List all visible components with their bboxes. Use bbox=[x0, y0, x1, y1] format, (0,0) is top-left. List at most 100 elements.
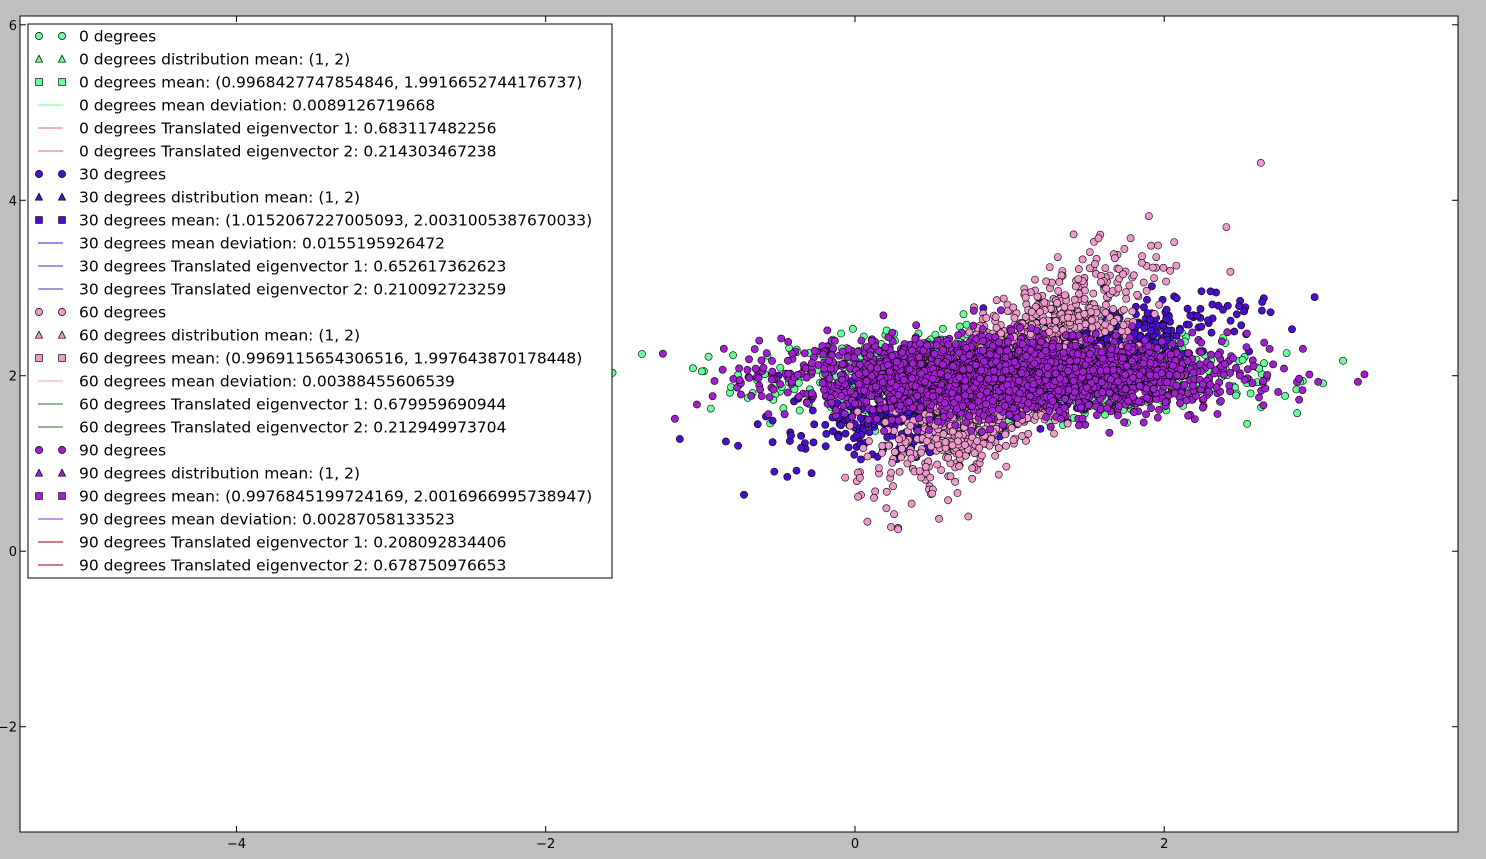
data-point bbox=[1172, 261, 1181, 270]
data-point bbox=[907, 499, 916, 508]
data-point bbox=[1091, 260, 1099, 268]
data-point bbox=[1243, 419, 1251, 428]
data-point bbox=[1232, 391, 1240, 400]
data-point bbox=[1217, 337, 1226, 346]
data-point bbox=[638, 350, 646, 358]
data-point bbox=[1080, 294, 1089, 303]
data-point bbox=[1266, 308, 1275, 317]
data-point bbox=[889, 482, 897, 491]
data-point bbox=[1101, 327, 1109, 336]
data-point bbox=[810, 420, 819, 429]
data-point bbox=[968, 474, 977, 483]
data-point bbox=[913, 426, 922, 435]
data-point bbox=[878, 448, 886, 457]
data-point bbox=[852, 431, 861, 440]
data-point bbox=[863, 517, 872, 526]
data-point bbox=[1002, 462, 1011, 471]
data-point bbox=[729, 351, 737, 360]
data-point bbox=[1155, 405, 1163, 414]
data-point bbox=[1031, 275, 1039, 284]
data-point bbox=[1230, 327, 1239, 336]
data-point bbox=[1009, 436, 1018, 444]
data-point bbox=[1081, 320, 1090, 329]
data-point bbox=[1154, 241, 1162, 250]
data-point bbox=[829, 427, 837, 436]
data-point bbox=[1232, 310, 1241, 319]
data-point bbox=[1172, 294, 1181, 303]
data-point bbox=[698, 367, 706, 376]
data-point bbox=[1240, 307, 1248, 316]
data-point bbox=[834, 433, 843, 442]
data-point bbox=[844, 443, 853, 452]
data-point bbox=[1147, 326, 1155, 335]
data-point bbox=[1280, 364, 1288, 373]
data-point bbox=[903, 459, 912, 468]
data-point bbox=[907, 454, 916, 463]
data-point bbox=[1139, 278, 1148, 287]
data-point bbox=[871, 487, 880, 496]
data-point bbox=[841, 429, 850, 438]
data-point bbox=[1145, 212, 1153, 220]
data-point bbox=[1226, 267, 1235, 276]
data-point bbox=[1150, 274, 1158, 282]
data-point bbox=[1162, 305, 1171, 314]
data-point bbox=[1143, 309, 1152, 318]
data-point bbox=[882, 487, 891, 496]
data-points bbox=[556, 158, 1369, 534]
data-point bbox=[1186, 311, 1195, 320]
data-point bbox=[870, 493, 878, 502]
data-point bbox=[1053, 299, 1061, 307]
data-point bbox=[1159, 263, 1168, 272]
data-point bbox=[821, 442, 830, 451]
data-point bbox=[743, 365, 752, 374]
data-point bbox=[848, 412, 857, 421]
data-point bbox=[894, 525, 902, 534]
data-point bbox=[939, 324, 947, 333]
data-point bbox=[1238, 355, 1247, 364]
data-point bbox=[856, 473, 864, 482]
data-point bbox=[1109, 305, 1118, 313]
data-point bbox=[1070, 295, 1079, 304]
data-point bbox=[944, 453, 952, 462]
data-point bbox=[1051, 325, 1060, 334]
data-point bbox=[978, 451, 986, 460]
data-point bbox=[1061, 291, 1069, 299]
data-point bbox=[941, 438, 950, 446]
data-point bbox=[915, 467, 924, 475]
data-point bbox=[944, 496, 952, 505]
data-point bbox=[1207, 328, 1216, 337]
data-point bbox=[925, 415, 934, 424]
data-point bbox=[928, 489, 937, 498]
data-point bbox=[865, 428, 874, 437]
data-point bbox=[857, 336, 866, 345]
data-point bbox=[890, 510, 898, 519]
data-point bbox=[1246, 389, 1255, 398]
data-point bbox=[1119, 321, 1128, 330]
data-point bbox=[999, 421, 1007, 429]
data-point bbox=[1222, 223, 1231, 231]
data-point bbox=[784, 337, 793, 346]
data-point bbox=[888, 458, 897, 467]
data-point bbox=[955, 462, 964, 471]
data-point bbox=[1063, 419, 1072, 428]
data-point bbox=[1114, 284, 1123, 293]
data-point bbox=[1158, 337, 1166, 346]
data-point bbox=[887, 468, 895, 477]
data-point bbox=[1120, 245, 1129, 253]
data-point bbox=[1074, 275, 1083, 283]
data-point bbox=[1162, 277, 1170, 286]
data-point bbox=[710, 377, 719, 385]
data-point bbox=[1147, 241, 1155, 250]
data-point bbox=[822, 429, 831, 438]
data-point bbox=[906, 421, 915, 430]
data-point bbox=[1258, 306, 1266, 315]
data-point bbox=[770, 467, 779, 476]
data-point bbox=[991, 313, 1000, 321]
data-point bbox=[1122, 288, 1130, 296]
data-point bbox=[1206, 287, 1215, 296]
data-point bbox=[1102, 300, 1110, 309]
data-point bbox=[991, 451, 1000, 460]
data-point bbox=[797, 431, 805, 440]
data-point bbox=[1010, 313, 1019, 322]
data-point bbox=[865, 437, 873, 446]
